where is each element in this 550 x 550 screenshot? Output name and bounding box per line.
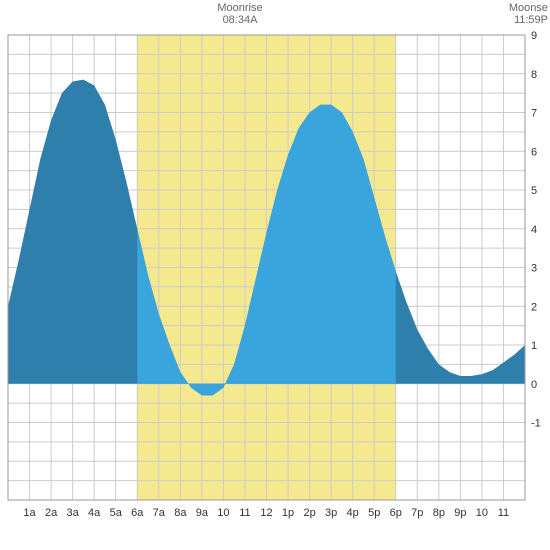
svg-text:3a: 3a [67,507,80,519]
svg-text:5a: 5a [110,507,123,519]
svg-text:7p: 7p [411,507,423,519]
moonrise-block: Moonrise 08:34A [200,2,280,26]
tide-chart: Moonrise 08:34A Moonse 11:59P -101234567… [0,0,550,550]
svg-text:11: 11 [498,507,509,519]
svg-text:8: 8 [531,69,537,81]
svg-text:5: 5 [531,185,537,197]
svg-text:6: 6 [531,146,537,158]
svg-text:7: 7 [531,108,537,120]
chart-svg: -101234567891a2a3a4a5a6a7a8a9a1011121p2p… [0,0,550,550]
svg-text:3: 3 [531,263,537,275]
svg-text:4: 4 [531,224,537,236]
moonset-label: Moonse [509,2,548,14]
svg-text:8p: 8p [433,507,445,519]
svg-text:1: 1 [531,340,537,352]
svg-text:9p: 9p [454,507,466,519]
svg-text:5p: 5p [368,507,380,519]
svg-text:2: 2 [531,301,537,313]
moonrise-label: Moonrise [200,2,280,14]
svg-text:2p: 2p [303,507,315,519]
svg-text:11: 11 [239,507,250,519]
svg-text:12: 12 [260,507,272,519]
svg-text:1a: 1a [23,507,36,519]
moonset-block: Moonse 11:59P [509,2,548,26]
svg-text:0: 0 [531,379,537,391]
svg-text:8a: 8a [174,507,187,519]
svg-text:10: 10 [476,507,488,519]
svg-text:1p: 1p [282,507,294,519]
svg-text:3p: 3p [325,507,337,519]
moonrise-time: 08:34A [200,14,280,26]
svg-text:6a: 6a [131,507,144,519]
svg-text:10: 10 [217,507,229,519]
svg-text:4p: 4p [347,507,359,519]
svg-text:-1: -1 [531,418,541,430]
svg-text:7a: 7a [153,507,166,519]
svg-text:9: 9 [531,30,537,42]
moonset-time: 11:59P [509,14,548,26]
svg-text:4a: 4a [88,507,101,519]
svg-text:6p: 6p [390,507,402,519]
svg-text:2a: 2a [45,507,58,519]
svg-text:9a: 9a [196,507,209,519]
